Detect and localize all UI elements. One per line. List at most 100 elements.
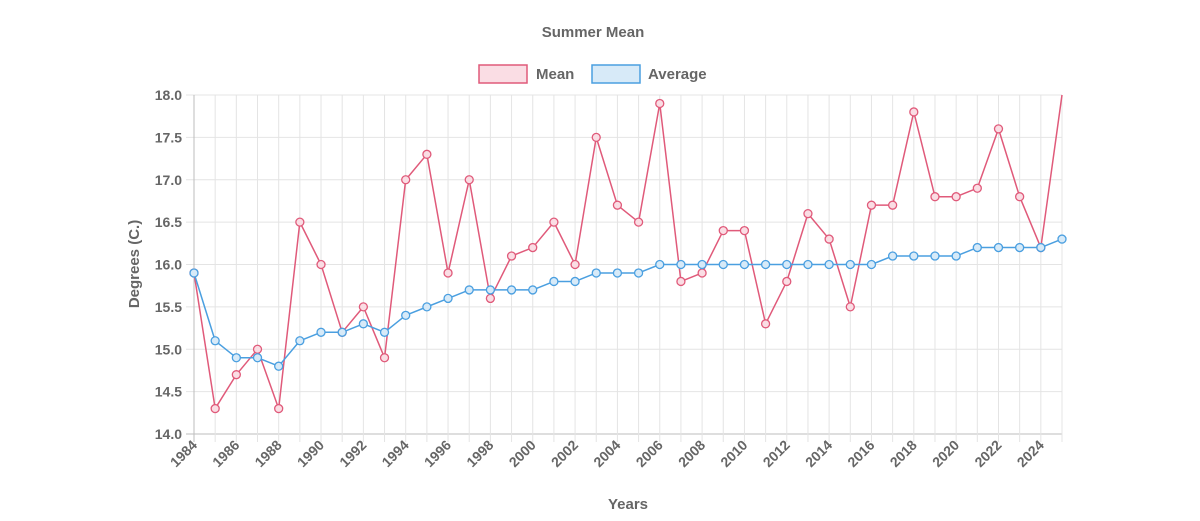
- data-point-mean[interactable]: [358, 302, 369, 312]
- data-point-mean[interactable]: [655, 98, 665, 109]
- data-point-mean[interactable]: [803, 208, 813, 219]
- data-point-average[interactable]: [485, 285, 496, 295]
- data-point-mean[interactable]: [760, 319, 771, 329]
- data-point-mean[interactable]: [718, 225, 728, 236]
- data-point-average[interactable]: [295, 336, 305, 346]
- data-point-average[interactable]: [782, 259, 792, 270]
- data-point-average[interactable]: [718, 259, 728, 270]
- data-point-mean[interactable]: [782, 276, 792, 287]
- data-point-average[interactable]: [676, 259, 686, 270]
- data-point-average[interactable]: [252, 353, 263, 363]
- data-point-mean[interactable]: [824, 234, 834, 244]
- x-tick-label: 2020: [929, 437, 962, 470]
- x-tick-label: 2002: [548, 437, 581, 470]
- data-point-mean[interactable]: [633, 217, 644, 227]
- data-point-average[interactable]: [972, 242, 982, 253]
- data-point-mean[interactable]: [697, 268, 707, 278]
- data-point-average[interactable]: [697, 259, 707, 270]
- data-point-mean[interactable]: [591, 132, 601, 143]
- data-point-mean[interactable]: [252, 344, 263, 354]
- data-point-average[interactable]: [1036, 242, 1046, 253]
- data-point-average[interactable]: [274, 361, 284, 371]
- data-point-mean[interactable]: [676, 276, 686, 287]
- x-tick-label: 1994: [378, 437, 411, 470]
- data-point-mean[interactable]: [422, 149, 432, 159]
- x-axis-title: Years: [608, 496, 648, 513]
- data-point-average[interactable]: [506, 285, 517, 295]
- data-point-mean[interactable]: [274, 403, 284, 414]
- legend-label-average: Average: [648, 66, 707, 83]
- data-point-mean[interactable]: [739, 225, 750, 236]
- data-point-average[interactable]: [1015, 242, 1025, 253]
- data-point-mean[interactable]: [972, 183, 982, 193]
- data-point-average[interactable]: [739, 259, 750, 270]
- data-point-mean[interactable]: [295, 217, 305, 227]
- chart-title: Summer Mean: [542, 24, 645, 41]
- data-point-average[interactable]: [464, 285, 474, 295]
- data-point-average[interactable]: [591, 268, 601, 278]
- x-tick-label: 2018: [887, 437, 920, 470]
- data-point-average[interactable]: [316, 327, 326, 337]
- data-point-mean[interactable]: [612, 200, 623, 210]
- data-point-mean[interactable]: [866, 200, 877, 210]
- data-point-average[interactable]: [337, 327, 347, 337]
- data-point-average[interactable]: [866, 259, 877, 270]
- data-point-average[interactable]: [1057, 234, 1067, 244]
- data-point-mean[interactable]: [549, 217, 559, 227]
- data-point-mean[interactable]: [485, 293, 496, 304]
- data-point-mean[interactable]: [887, 200, 898, 210]
- data-point-average[interactable]: [993, 242, 1004, 253]
- data-point-mean[interactable]: [464, 175, 474, 185]
- legend-item-mean[interactable]: Mean: [478, 64, 574, 84]
- data-point-mean[interactable]: [993, 124, 1004, 134]
- data-point-mean[interactable]: [845, 302, 855, 312]
- data-point-average[interactable]: [887, 251, 898, 261]
- y-tick-label: 16.0: [155, 257, 182, 273]
- data-point-average[interactable]: [612, 268, 623, 278]
- data-point-average[interactable]: [633, 268, 644, 278]
- y-axis-title: Degrees (C.): [126, 220, 143, 308]
- data-point-average[interactable]: [443, 293, 453, 304]
- data-point-average[interactable]: [231, 353, 241, 363]
- data-point-average[interactable]: [930, 251, 940, 261]
- legend-item-average[interactable]: Average: [591, 64, 707, 84]
- data-point-mean[interactable]: [379, 353, 390, 363]
- data-point-mean[interactable]: [930, 192, 940, 202]
- data-point-average[interactable]: [845, 259, 855, 270]
- data-point-average[interactable]: [528, 285, 538, 295]
- data-point-average[interactable]: [210, 336, 220, 346]
- data-point-average[interactable]: [358, 319, 369, 329]
- data-point-average[interactable]: [951, 251, 961, 261]
- data-point-mean[interactable]: [401, 175, 411, 185]
- data-point-mean[interactable]: [909, 107, 919, 117]
- data-point-mean[interactable]: [951, 192, 961, 202]
- x-tick-label: 2014: [802, 437, 835, 470]
- data-point-average[interactable]: [570, 276, 580, 287]
- data-point-average[interactable]: [401, 310, 411, 321]
- data-point-mean[interactable]: [570, 259, 580, 270]
- data-point-mean[interactable]: [506, 251, 517, 261]
- data-point-mean[interactable]: [316, 259, 326, 270]
- data-point-average[interactable]: [422, 302, 432, 312]
- x-tick-label: 2008: [675, 437, 708, 470]
- data-point-average[interactable]: [189, 268, 199, 278]
- legend-swatch-mean: [478, 64, 528, 84]
- data-point-average[interactable]: [655, 259, 665, 270]
- data-point-average[interactable]: [549, 276, 559, 287]
- legend-swatch-average: [591, 64, 641, 84]
- data-point-mean[interactable]: [528, 242, 538, 253]
- data-point-mean[interactable]: [231, 370, 241, 380]
- data-point-average[interactable]: [760, 259, 771, 270]
- y-tick-label: 14.5: [155, 384, 182, 400]
- data-point-mean[interactable]: [443, 268, 453, 278]
- data-point-average[interactable]: [379, 327, 390, 337]
- data-point-mean[interactable]: [210, 403, 220, 414]
- series-layer: [189, 94, 1067, 414]
- y-axis-ticks: 14.0 14.5 15.0 15.5 16.0 16.5 17.0 17.5 18.0: [155, 87, 182, 442]
- data-point-average[interactable]: [909, 251, 919, 261]
- data-point-mean[interactable]: [1015, 192, 1025, 202]
- data-point-average[interactable]: [824, 259, 834, 270]
- data-point-average[interactable]: [803, 259, 813, 270]
- y-tick-label: 14.0: [155, 426, 182, 442]
